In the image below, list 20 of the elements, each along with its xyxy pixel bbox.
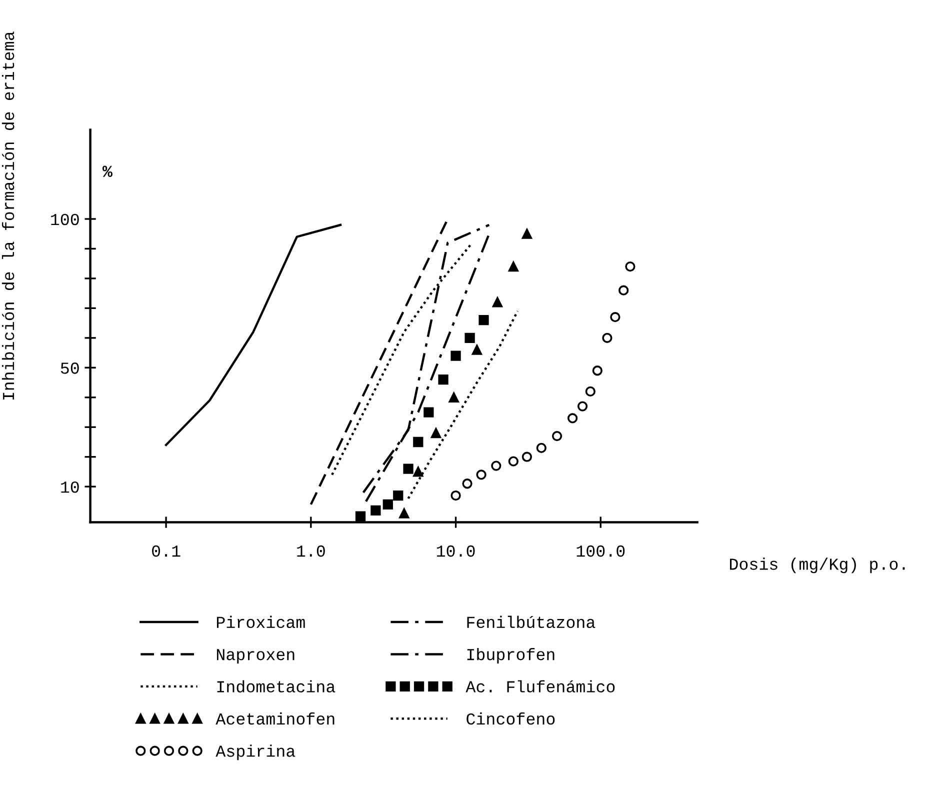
legend-label: Ibuprofen <box>467 648 554 664</box>
x-tick-label: 100.0 <box>576 545 625 557</box>
legend-label: Acetaminofen <box>216 712 334 725</box>
line-series <box>164 224 342 446</box>
y-tick-label: 50 <box>60 362 79 374</box>
legend-label: Fenilbútazona <box>467 616 596 628</box>
x-tick-label: 1.0 <box>297 545 325 557</box>
y-axis-title: Inhibición de la formación de eritema <box>2 32 14 400</box>
x-axis-title: Dosis (mg/Kg) p.o. <box>730 558 905 574</box>
legend-label: Aspirina <box>216 744 296 760</box>
x-tick-label: 10.0 <box>436 545 475 557</box>
legend-label: Piroxicam <box>216 616 305 628</box>
annotation: % <box>102 166 112 177</box>
legend-label: Indometacina <box>217 680 336 692</box>
legend-label: Cincofeno <box>466 712 555 725</box>
legend-label: Ac. Flufenámico <box>466 680 615 692</box>
y-tick-label: 100 <box>51 214 79 226</box>
legend-label: Naproxen <box>216 649 294 664</box>
x-tick-label: 0.1 <box>152 545 180 557</box>
y-tick-label: 10 <box>61 481 79 493</box>
